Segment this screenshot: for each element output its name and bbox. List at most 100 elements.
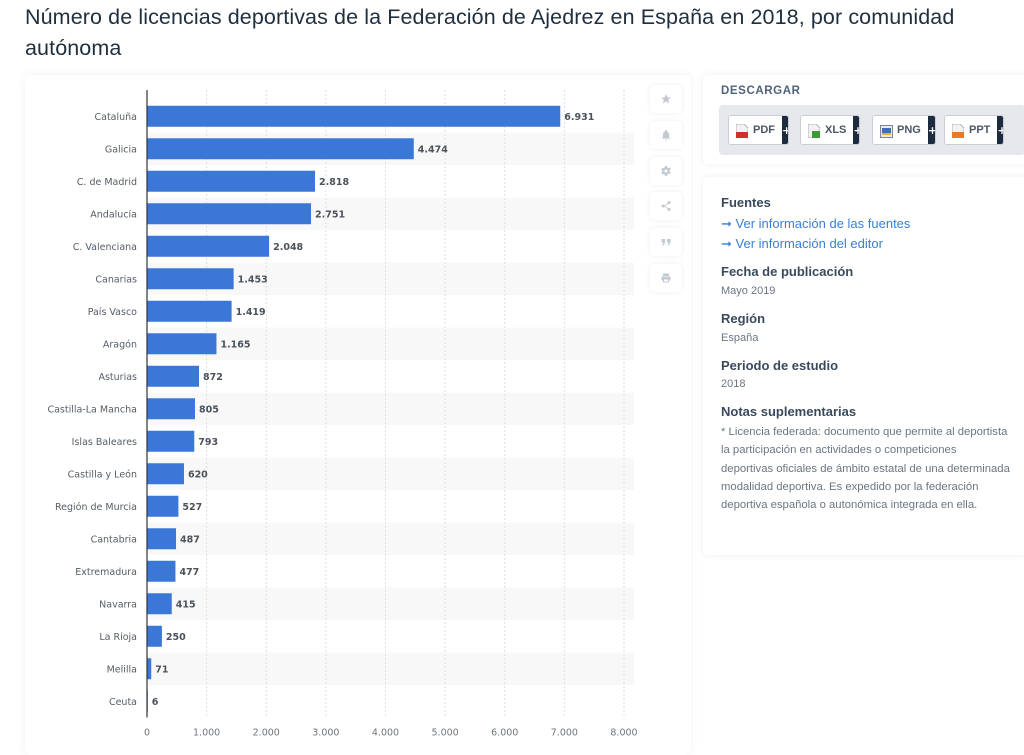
bar — [147, 658, 152, 680]
notes-heading: Notas suplementarias — [721, 404, 857, 419]
download-title: DESCARGAR — [721, 85, 801, 97]
bar — [147, 333, 217, 355]
value-label: 1.419 — [236, 307, 266, 318]
sources-link-text: Ver información de las fuentes — [735, 216, 911, 231]
bar — [147, 235, 270, 257]
bar — [147, 203, 312, 225]
region-heading: Región — [721, 311, 766, 326]
category-label: Islas Baleares — [72, 437, 137, 448]
download-xls-label: XLS — [825, 124, 847, 136]
download-xls-button[interactable]: XLS + — [800, 115, 860, 145]
category-label: Galicia — [105, 144, 137, 155]
download-pdf-label: PDF — [753, 124, 775, 136]
plus-icon: + — [853, 116, 859, 144]
x-tick-label: 2.000 — [253, 728, 280, 737]
bar-chart: Cataluña 6.931 Galicia 4.474 C. de Madrid 2.8… — [47, 90, 638, 737]
period-value: 2018 — [721, 378, 746, 390]
plus-icon: + — [927, 116, 935, 144]
x-tick-label: 3.000 — [312, 728, 339, 737]
info-panel: Fuentes ➞ Ver información de las fuentes… — [703, 177, 1024, 555]
gear-icon — [661, 165, 671, 176]
bar — [147, 300, 232, 322]
value-label: 415 — [176, 599, 196, 610]
row-stripe — [147, 392, 634, 425]
editor-link-text: Ver información del editor — [735, 236, 883, 251]
category-label: Canarias — [95, 274, 137, 285]
favorite-button[interactable] — [650, 85, 682, 113]
bar — [147, 625, 162, 647]
bar — [147, 268, 234, 290]
category-label: Castilla y León — [68, 469, 137, 480]
row-stripe — [147, 652, 634, 685]
sources-heading: Fuentes — [721, 195, 771, 210]
download-pdf-button[interactable]: PDF + — [728, 115, 789, 145]
share-icon — [661, 201, 671, 212]
download-png-button[interactable]: PNG + — [872, 115, 936, 145]
notify-button[interactable] — [650, 120, 682, 149]
value-label: 620 — [188, 469, 208, 480]
print-button[interactable] — [650, 263, 682, 292]
value-label: 71 — [155, 664, 168, 675]
bell-icon — [662, 129, 670, 141]
x-tick-label: 8.000 — [610, 728, 637, 737]
bar — [147, 463, 184, 485]
arrow-right-icon: ➞ — [721, 236, 732, 251]
share-button[interactable] — [650, 192, 682, 221]
value-label: 2.818 — [319, 177, 349, 188]
chart-toolbar — [650, 85, 682, 300]
value-label: 487 — [180, 534, 200, 545]
x-tick-label: 5.000 — [432, 728, 459, 737]
value-label: 2.751 — [315, 209, 345, 220]
bar — [147, 170, 316, 192]
bar — [147, 528, 177, 550]
category-label: Cantabria — [91, 534, 137, 545]
arrow-right-icon: ➞ — [721, 216, 732, 231]
star-icon — [661, 94, 671, 104]
x-tick-label: 0 — [144, 728, 150, 737]
value-label: 872 — [203, 372, 223, 383]
category-label: Cataluña — [94, 112, 137, 123]
value-label: 793 — [198, 437, 218, 448]
period-heading: Periodo de estudio — [721, 358, 839, 373]
value-label: 477 — [179, 567, 199, 578]
category-label: Asturias — [98, 372, 137, 383]
png-image-icon — [880, 123, 893, 138]
row-stripe — [147, 327, 634, 360]
plus-icon: + — [782, 116, 788, 144]
bar — [147, 398, 195, 420]
row-stripe — [147, 522, 634, 555]
download-ppt-button[interactable]: PPT + — [944, 115, 1004, 145]
region-value: España — [721, 332, 759, 344]
xls-file-icon — [807, 123, 821, 139]
category-label: Región de Murcia — [55, 502, 137, 513]
notes-text: * Licencia federada: documento que permi… — [721, 426, 1010, 512]
x-tick-label: 6.000 — [491, 728, 518, 737]
category-label: Extremadura — [75, 567, 137, 578]
value-label: 1.165 — [220, 339, 250, 350]
cite-button[interactable] — [650, 228, 682, 257]
settings-button[interactable] — [650, 156, 682, 185]
x-tick-label: 4.000 — [372, 728, 399, 737]
sources-link[interactable]: ➞ Ver información de las fuentes — [721, 216, 910, 232]
category-label: Navarra — [99, 599, 137, 610]
editor-link[interactable]: ➞ Ver información del editor — [721, 236, 883, 252]
bar — [147, 430, 195, 452]
value-label: 6 — [152, 697, 159, 708]
value-label: 4.474 — [418, 144, 448, 155]
print-icon — [661, 273, 671, 283]
page-title: Número de licencias deportivas de la Fed… — [25, 5, 955, 60]
plus-icon: + — [997, 116, 1003, 144]
value-label: 250 — [166, 632, 186, 643]
category-label: País Vasco — [88, 307, 137, 318]
category-label: La Rioja — [99, 632, 137, 643]
value-label: 6.931 — [564, 112, 594, 123]
value-label: 527 — [182, 502, 202, 513]
chart-card: Cataluña 6.931 Galicia 4.474 C. de Madrid 2.8… — [25, 75, 691, 755]
download-buttons: PDF + XLS + PNG + PPT + — [719, 105, 1024, 155]
bar — [147, 495, 179, 517]
bar — [147, 593, 172, 615]
bar — [147, 105, 561, 127]
pub-date-heading: Fecha de publicación — [721, 264, 854, 279]
value-label: 1.453 — [238, 274, 268, 285]
category-label: C. de Madrid — [77, 177, 137, 188]
